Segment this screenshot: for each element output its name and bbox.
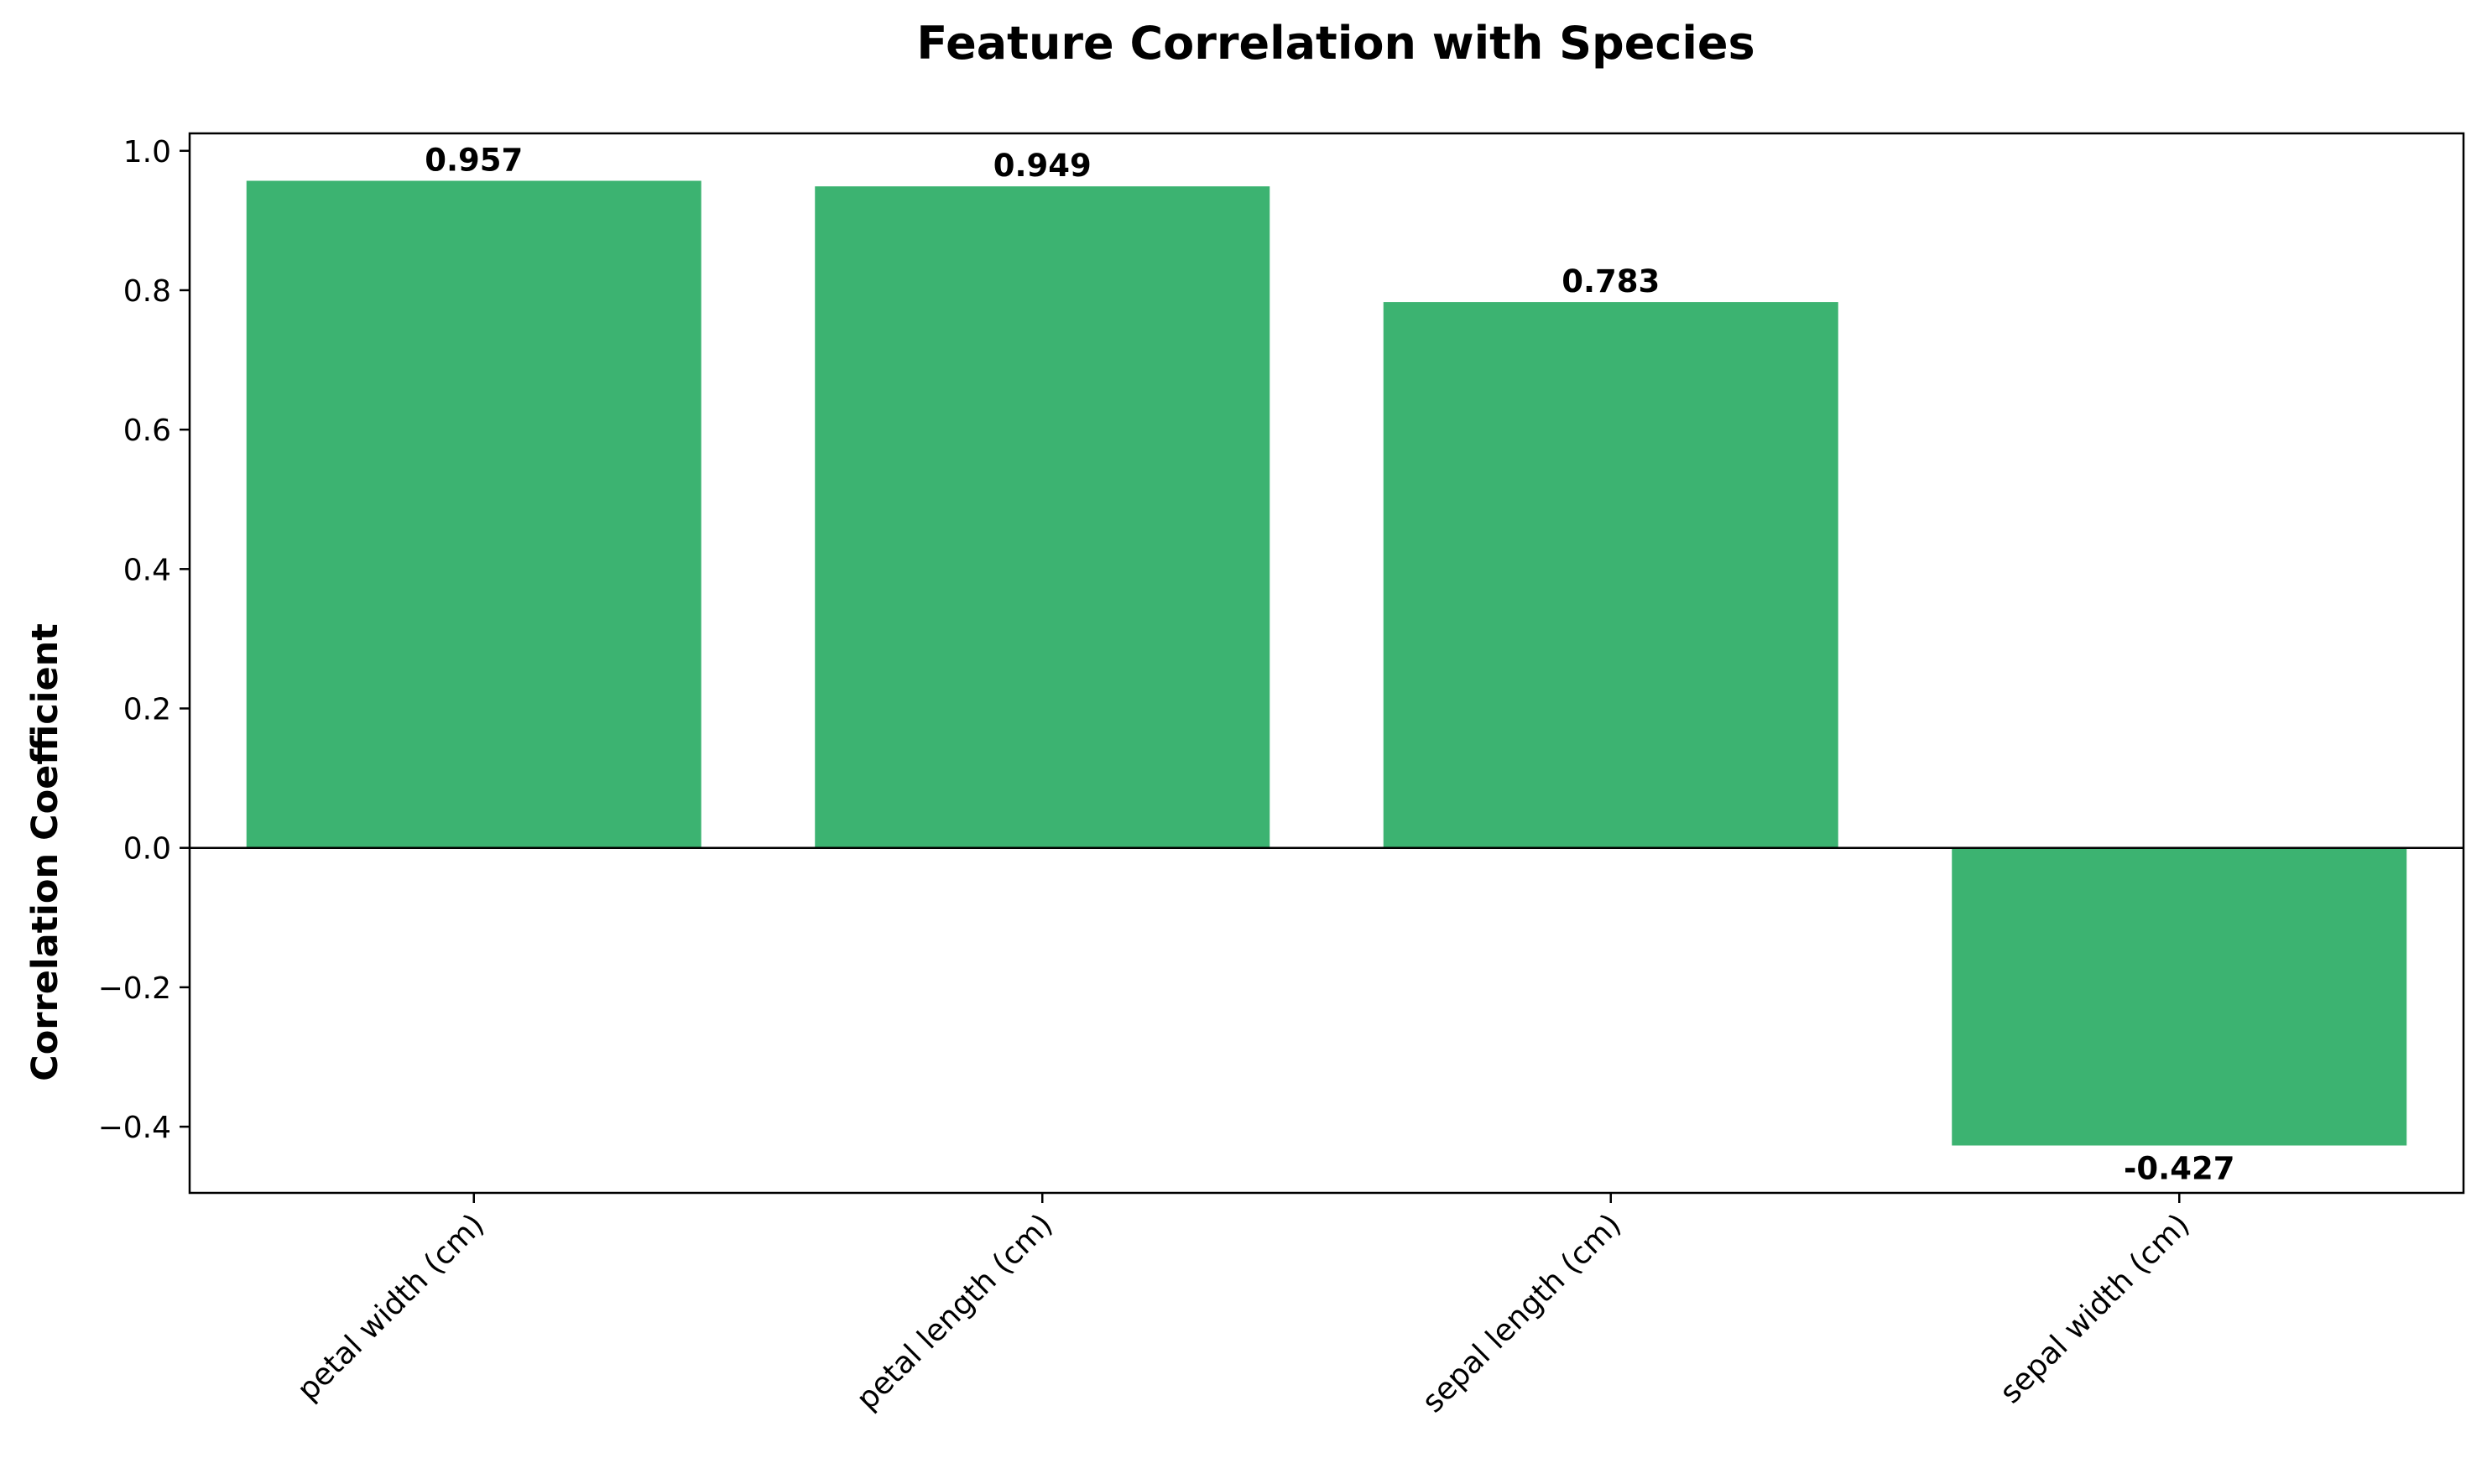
y-tick-label: 0.8 bbox=[123, 274, 171, 309]
x-tick-label: sepal width (cm) bbox=[1994, 1207, 2197, 1410]
x-tick-label: petal width (cm) bbox=[291, 1207, 491, 1407]
data-label: 0.783 bbox=[1562, 263, 1660, 299]
y-tick-label: −0.4 bbox=[98, 1111, 171, 1145]
chart-title: Feature Correlation with Species bbox=[916, 17, 1754, 70]
data-label: 0.949 bbox=[993, 148, 1092, 184]
y-tick-label: 0.6 bbox=[123, 414, 171, 448]
y-tick-label: 0.4 bbox=[123, 553, 171, 587]
y-tick-label: 1.0 bbox=[123, 135, 171, 169]
y-axis-ticks: −0.4 −0.2 0.0 0.2 0.4 0.6 0.8 1.0 bbox=[98, 135, 190, 1145]
y-tick-label: 0.0 bbox=[123, 832, 171, 867]
bar bbox=[815, 186, 1270, 848]
data-label: -0.427 bbox=[2124, 1150, 2234, 1186]
plot-frame bbox=[188, 132, 2465, 1195]
x-tick-label: petal length (cm) bbox=[850, 1207, 1059, 1416]
data-label: 0.957 bbox=[425, 143, 523, 179]
y-axis-label: Correlation Coefficient bbox=[24, 623, 66, 1081]
data-labels-layer: 0.957 0.949 0.783 -0.427 bbox=[425, 143, 2234, 1187]
bar bbox=[1952, 847, 2407, 1146]
x-tick-label: sepal length (cm) bbox=[1416, 1207, 1628, 1419]
x-axis-ticks: petal width (cm) petal length (cm) sepal l… bbox=[291, 1193, 2197, 1419]
bar bbox=[1383, 302, 1838, 848]
bars-layer bbox=[246, 180, 2407, 1146]
bar bbox=[246, 180, 701, 848]
y-tick-label: 0.2 bbox=[123, 693, 171, 727]
y-tick-label: −0.2 bbox=[98, 971, 171, 1006]
